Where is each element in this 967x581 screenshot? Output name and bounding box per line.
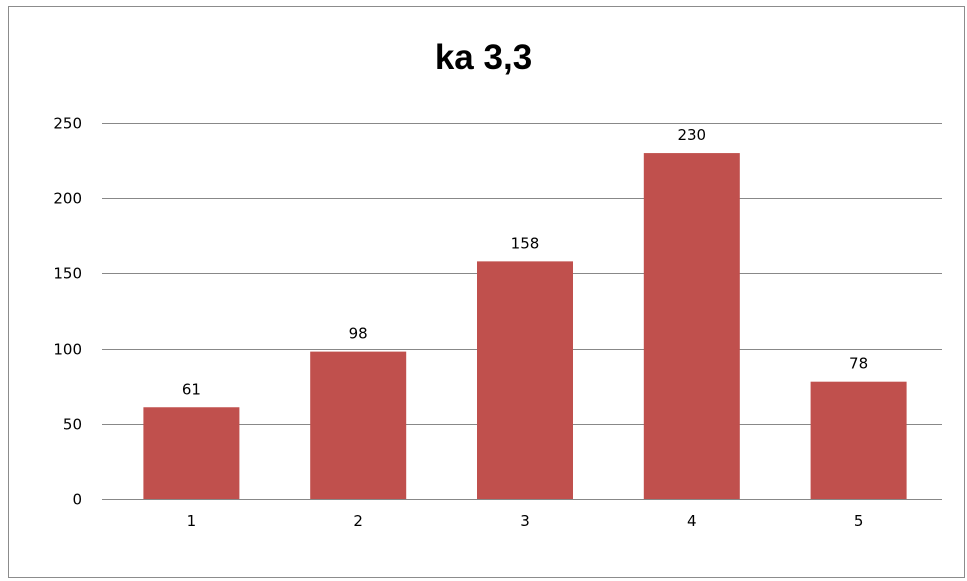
bar-3 [477,261,573,499]
bars [143,153,907,499]
bar-5 [810,381,907,499]
bar-4 [643,153,740,499]
y-tick-label: 100 [53,341,82,359]
data-label-1: 61 [182,380,201,398]
bar-1 [143,407,240,499]
x-tick-label-1: 1 [187,512,197,530]
x-tick-label-3: 3 [520,512,530,530]
y-tick-label: 200 [53,190,82,208]
chart-title: ka 3,3 [434,38,533,77]
y-tick-label: 50 [63,416,82,434]
data-label-5: 78 [849,355,868,373]
x-tick-label-4: 4 [687,512,697,530]
bar-2 [310,351,407,499]
data-label-3: 158 [511,234,540,252]
y-tick-label: 0 [72,491,82,509]
data-label-2: 98 [349,325,368,343]
y-tick-label: 250 [53,115,82,133]
x-tick-label-5: 5 [854,512,864,530]
data-label-4: 230 [677,126,706,144]
labels: 0 50 100 150 200 250 61 1 98 2 158 3 230 4 78 5 [53,115,868,531]
x-tick-label-2: 2 [353,512,363,530]
y-tick-label: 150 [53,265,82,283]
